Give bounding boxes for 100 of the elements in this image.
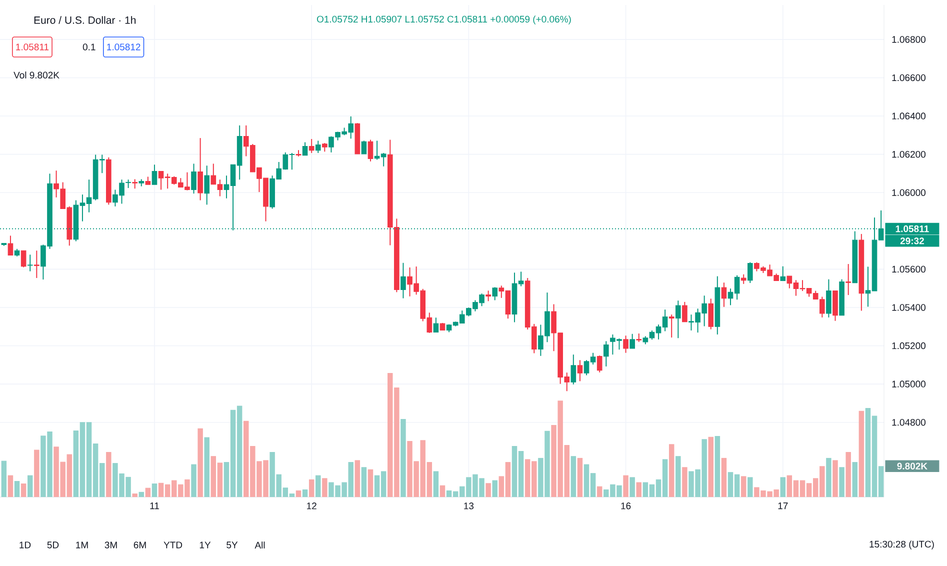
text: YTD — [164, 542, 182, 548]
annotation: 1.05812 — [107, 44, 140, 50]
y-tick-label: 1.05200 — [892, 342, 926, 350]
bar — [839, 467, 844, 497]
candlestick — [826, 278, 832, 318]
y-tick-label: 1.04800 — [892, 418, 926, 426]
candlestick — [630, 333, 635, 349]
bar — [34, 450, 40, 497]
text: 1D — [20, 542, 31, 548]
bar — [826, 458, 832, 497]
bar — [577, 458, 583, 497]
bar — [721, 458, 727, 497]
candlestick — [708, 298, 714, 330]
bar — [145, 488, 151, 497]
bar — [354, 460, 360, 497]
bar — [152, 483, 158, 497]
text: 1M — [76, 542, 88, 548]
candlestick — [577, 360, 583, 382]
candlestick — [603, 340, 609, 367]
bar — [740, 476, 746, 497]
candlestick — [596, 355, 602, 373]
bar — [846, 452, 851, 497]
bar — [630, 477, 635, 497]
text: 5D — [47, 542, 59, 548]
candlestick — [675, 300, 681, 339]
bar — [361, 467, 367, 497]
bar — [858, 410, 864, 497]
candlestick — [302, 142, 308, 156]
bar — [191, 464, 196, 497]
bar — [682, 467, 688, 497]
text: 29:32 — [900, 238, 924, 244]
bar — [138, 492, 144, 497]
candlestick — [668, 314, 674, 338]
bar — [302, 489, 308, 497]
candlestick — [132, 178, 138, 190]
bar — [623, 475, 628, 497]
bar — [8, 475, 14, 497]
text: Euro / U.S. Dollar · 1h — [34, 16, 136, 24]
candlestick — [433, 317, 439, 333]
candlestick — [747, 262, 753, 284]
bar — [668, 444, 674, 497]
x-tick-label: 17 — [778, 502, 788, 510]
text: O1.05752 H1.05907 L1.05752 C1.05811 +0.00059 (+0.06%) — [316, 16, 571, 24]
candlestick — [308, 138, 314, 154]
text: All — [254, 542, 265, 548]
candlestick — [780, 266, 786, 282]
bar — [433, 471, 439, 497]
candlestick — [27, 254, 33, 272]
bar — [852, 462, 858, 497]
y-tick-label: 1.06400 — [892, 112, 926, 120]
candlestick — [315, 140, 321, 154]
ref-line-label: 1.05811 — [896, 225, 929, 232]
candlestick — [570, 354, 576, 385]
candlestick — [721, 282, 727, 308]
x-tick-label: 16 — [621, 502, 631, 510]
bar — [440, 485, 446, 497]
candlestick — [682, 301, 688, 322]
bar — [780, 477, 786, 497]
candlestick — [361, 140, 367, 154]
text: 9.802K — [897, 462, 928, 470]
bar — [28, 475, 33, 497]
annotation: Vol 9.802K — [14, 72, 60, 78]
candlestick — [368, 139, 374, 162]
y-tick-label: 1.06200 — [892, 150, 926, 158]
bar — [20, 483, 26, 497]
y-tick-label: 1.06600 — [892, 74, 926, 82]
bar — [708, 436, 714, 497]
y-tick-label: 1.06800 — [892, 36, 926, 43]
text: 3M — [104, 542, 117, 548]
bar — [296, 490, 302, 497]
candlestick — [191, 163, 196, 194]
bar — [596, 486, 602, 497]
bar — [570, 456, 576, 497]
bar — [198, 428, 203, 497]
y-tick-label: 1.05400 — [892, 304, 926, 311]
x-tick-label: 13 — [464, 502, 474, 510]
bar — [832, 460, 838, 497]
candlestick — [8, 235, 14, 256]
x-tick-label: 11 — [150, 502, 159, 510]
annotation: 1.05811 — [16, 44, 49, 50]
candlestick — [846, 264, 851, 296]
candlestick — [486, 290, 491, 302]
bar — [132, 494, 138, 497]
text: 6M — [134, 542, 146, 548]
candlestick — [400, 262, 406, 299]
x-tick-label: 12 — [307, 502, 316, 510]
bar — [1, 460, 7, 497]
bar — [400, 419, 406, 497]
candlestick — [20, 250, 26, 268]
bar — [14, 481, 20, 497]
bar — [106, 452, 112, 497]
bar — [676, 456, 681, 497]
bar — [308, 479, 314, 497]
candlestick — [740, 274, 746, 284]
text: 15:30:28 (UTC) — [870, 540, 934, 550]
candlestick — [152, 164, 158, 186]
y-tick-label: 1.05000 — [892, 380, 926, 388]
bar — [368, 469, 374, 497]
bar — [636, 482, 642, 497]
y-tick-label: 1.06000 — [892, 189, 926, 196]
